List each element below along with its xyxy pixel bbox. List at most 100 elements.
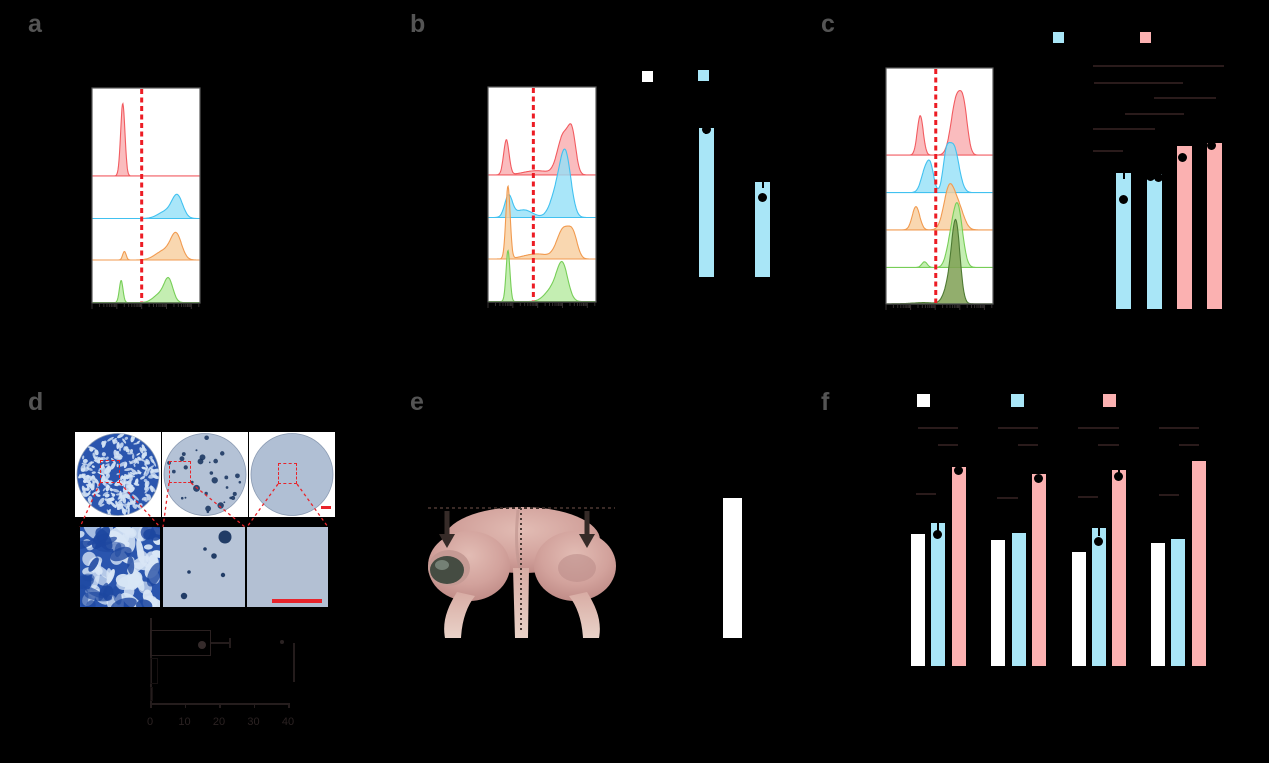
significance-line xyxy=(1154,97,1216,99)
panel-label-d: d xyxy=(28,388,44,416)
zoom-box-2 xyxy=(169,461,191,483)
x-axis-tick-label: 10 xyxy=(178,716,191,728)
zoom-box-1 xyxy=(100,460,120,483)
panel-label-c: c xyxy=(821,10,835,38)
significance-line xyxy=(916,493,936,495)
significance-line xyxy=(918,427,958,429)
legend-swatch-white-panel-f xyxy=(917,394,930,407)
significance-line xyxy=(1018,444,1038,446)
error-bar xyxy=(1117,465,1120,476)
significance-line xyxy=(1078,496,1098,498)
bar-white xyxy=(911,533,925,666)
error-bar xyxy=(1097,521,1100,536)
colony-count-bar xyxy=(150,687,154,701)
data-point-dot xyxy=(1094,536,1104,546)
significance-line xyxy=(1159,427,1199,429)
data-point-dot xyxy=(1114,471,1124,481)
bar-cyan xyxy=(1011,532,1026,666)
panel-label-f: f xyxy=(821,388,830,416)
x-axis-tick-label: 20 xyxy=(212,716,226,728)
x-axis-tick xyxy=(150,703,152,708)
bar-pink xyxy=(1207,143,1222,309)
bar-pink xyxy=(951,466,966,666)
mouse-left-leg xyxy=(444,592,475,638)
plot-area xyxy=(488,87,596,302)
data-point-dot xyxy=(933,529,943,539)
tumor-highlight xyxy=(435,560,449,570)
right-leg-gap xyxy=(531,586,562,643)
x-axis-tick-label: 30 xyxy=(247,716,260,728)
x-axis-tick xyxy=(219,703,221,708)
x-axis-tick-label: 40 xyxy=(281,716,295,728)
error-bar-cap xyxy=(229,638,232,648)
histogram-orange xyxy=(488,184,596,260)
histogram-orange xyxy=(886,183,993,231)
plot-area xyxy=(92,88,200,303)
legend-swatch-cyan-panel-c xyxy=(1053,32,1064,43)
significance-line xyxy=(1093,128,1155,130)
significance-line xyxy=(1078,427,1119,429)
scale-bar xyxy=(272,599,322,603)
colony-zoom-2 xyxy=(163,527,245,607)
significance-line xyxy=(1093,65,1224,67)
bar-cyan xyxy=(1147,174,1162,309)
error-bar-cap xyxy=(701,120,711,122)
significance-line xyxy=(1098,444,1119,446)
ridgeline-a xyxy=(91,87,201,309)
error-bar-cap xyxy=(758,174,767,176)
data-point-dot xyxy=(1119,194,1128,204)
histogram-red xyxy=(92,102,200,177)
data-point-dot xyxy=(1206,140,1216,150)
bar-cyan xyxy=(755,181,770,277)
bar-cyan xyxy=(698,128,714,277)
plot-frame xyxy=(91,87,201,304)
histogram-orange xyxy=(92,231,200,261)
error-bar xyxy=(211,642,230,644)
mouse-body-group xyxy=(428,507,616,643)
colony-count-bar xyxy=(150,630,212,656)
tumor xyxy=(430,556,464,584)
bar-pink xyxy=(1177,145,1192,309)
bar-white xyxy=(723,497,742,638)
histogram-green xyxy=(488,249,596,303)
plot-frame xyxy=(885,67,994,305)
x-axis-tick xyxy=(288,703,290,708)
histogram-red xyxy=(886,89,993,156)
midline-shade xyxy=(515,509,522,569)
error-bar xyxy=(761,175,764,188)
mouse-right-leg xyxy=(569,592,600,638)
histogram-blue xyxy=(92,193,200,220)
bar-white xyxy=(1151,543,1165,666)
mouse-photo xyxy=(428,507,616,643)
significance-asterisk xyxy=(280,640,284,644)
bar-pink xyxy=(1031,474,1046,666)
data-point-dot xyxy=(1146,171,1155,181)
right-flank-shade xyxy=(558,554,596,582)
left-leg-gap xyxy=(482,586,513,643)
data-point-dot xyxy=(1034,473,1044,483)
bar-cyan xyxy=(1091,528,1106,666)
legend-swatch-cyan-panel-f xyxy=(1011,394,1024,407)
x-axis-tick xyxy=(184,703,186,708)
histogram-blue xyxy=(886,142,993,194)
significance-line xyxy=(1159,494,1179,496)
error-bar xyxy=(936,516,939,531)
error-bar xyxy=(1122,167,1125,179)
significance-bracket xyxy=(293,643,295,682)
error-bar-cap xyxy=(1119,166,1128,168)
significance-line xyxy=(1094,82,1183,84)
scale-bar xyxy=(321,506,331,509)
data-point-dot xyxy=(198,641,206,649)
error-bar-cap xyxy=(933,515,943,517)
panel-label-e: e xyxy=(410,388,424,416)
legend-swatch-white-panel-b xyxy=(642,71,653,82)
significance-line xyxy=(997,497,1018,499)
bar-white xyxy=(991,540,1005,666)
error-bar-cap xyxy=(1094,520,1104,522)
data-point-dot xyxy=(1153,172,1163,182)
plot-frame xyxy=(487,86,597,303)
zoom-box-3 xyxy=(278,463,297,484)
data-point-dot xyxy=(1178,152,1187,162)
data-point-dot xyxy=(701,124,711,134)
